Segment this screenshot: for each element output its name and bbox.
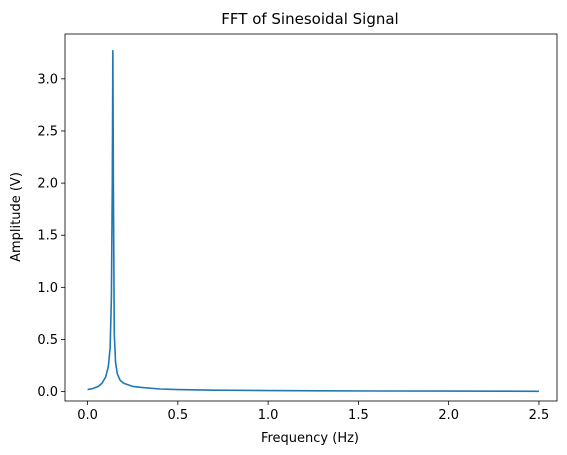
x-axis: 0.0 0.5 1.0 1.5 2.0 2.5 (77, 401, 549, 423)
amplitude-series-line (87, 49, 539, 393)
x-axis-label: Frequency (Hz) (261, 431, 359, 446)
x-tick-label: 0.5 (168, 408, 189, 423)
y-tick-label: 0.0 (37, 385, 58, 400)
plot-frame (64, 33, 558, 402)
y-tick-label: 2.5 (37, 124, 58, 139)
y-axis-label: Amplitude (V) (9, 172, 24, 262)
y-tick-label: 2.0 (37, 177, 58, 192)
y-tick-label: 3.0 (37, 72, 58, 87)
x-tick-label: 0.0 (77, 408, 98, 423)
y-tick-label: 0.5 (37, 333, 58, 348)
y-tick-label: 1.0 (37, 281, 58, 296)
x-tick-label: 2.5 (529, 408, 550, 423)
x-tick-label: 1.5 (348, 408, 369, 423)
x-tick-label: 2.0 (438, 408, 459, 423)
y-axis: 0.0 0.5 1.0 1.5 2.0 2.5 3.0 (37, 72, 65, 400)
y-tick-label: 1.5 (37, 229, 58, 244)
x-tick-label: 1.0 (258, 408, 279, 423)
chart-title: FFT of Sinesoidal Signal (221, 10, 398, 28)
